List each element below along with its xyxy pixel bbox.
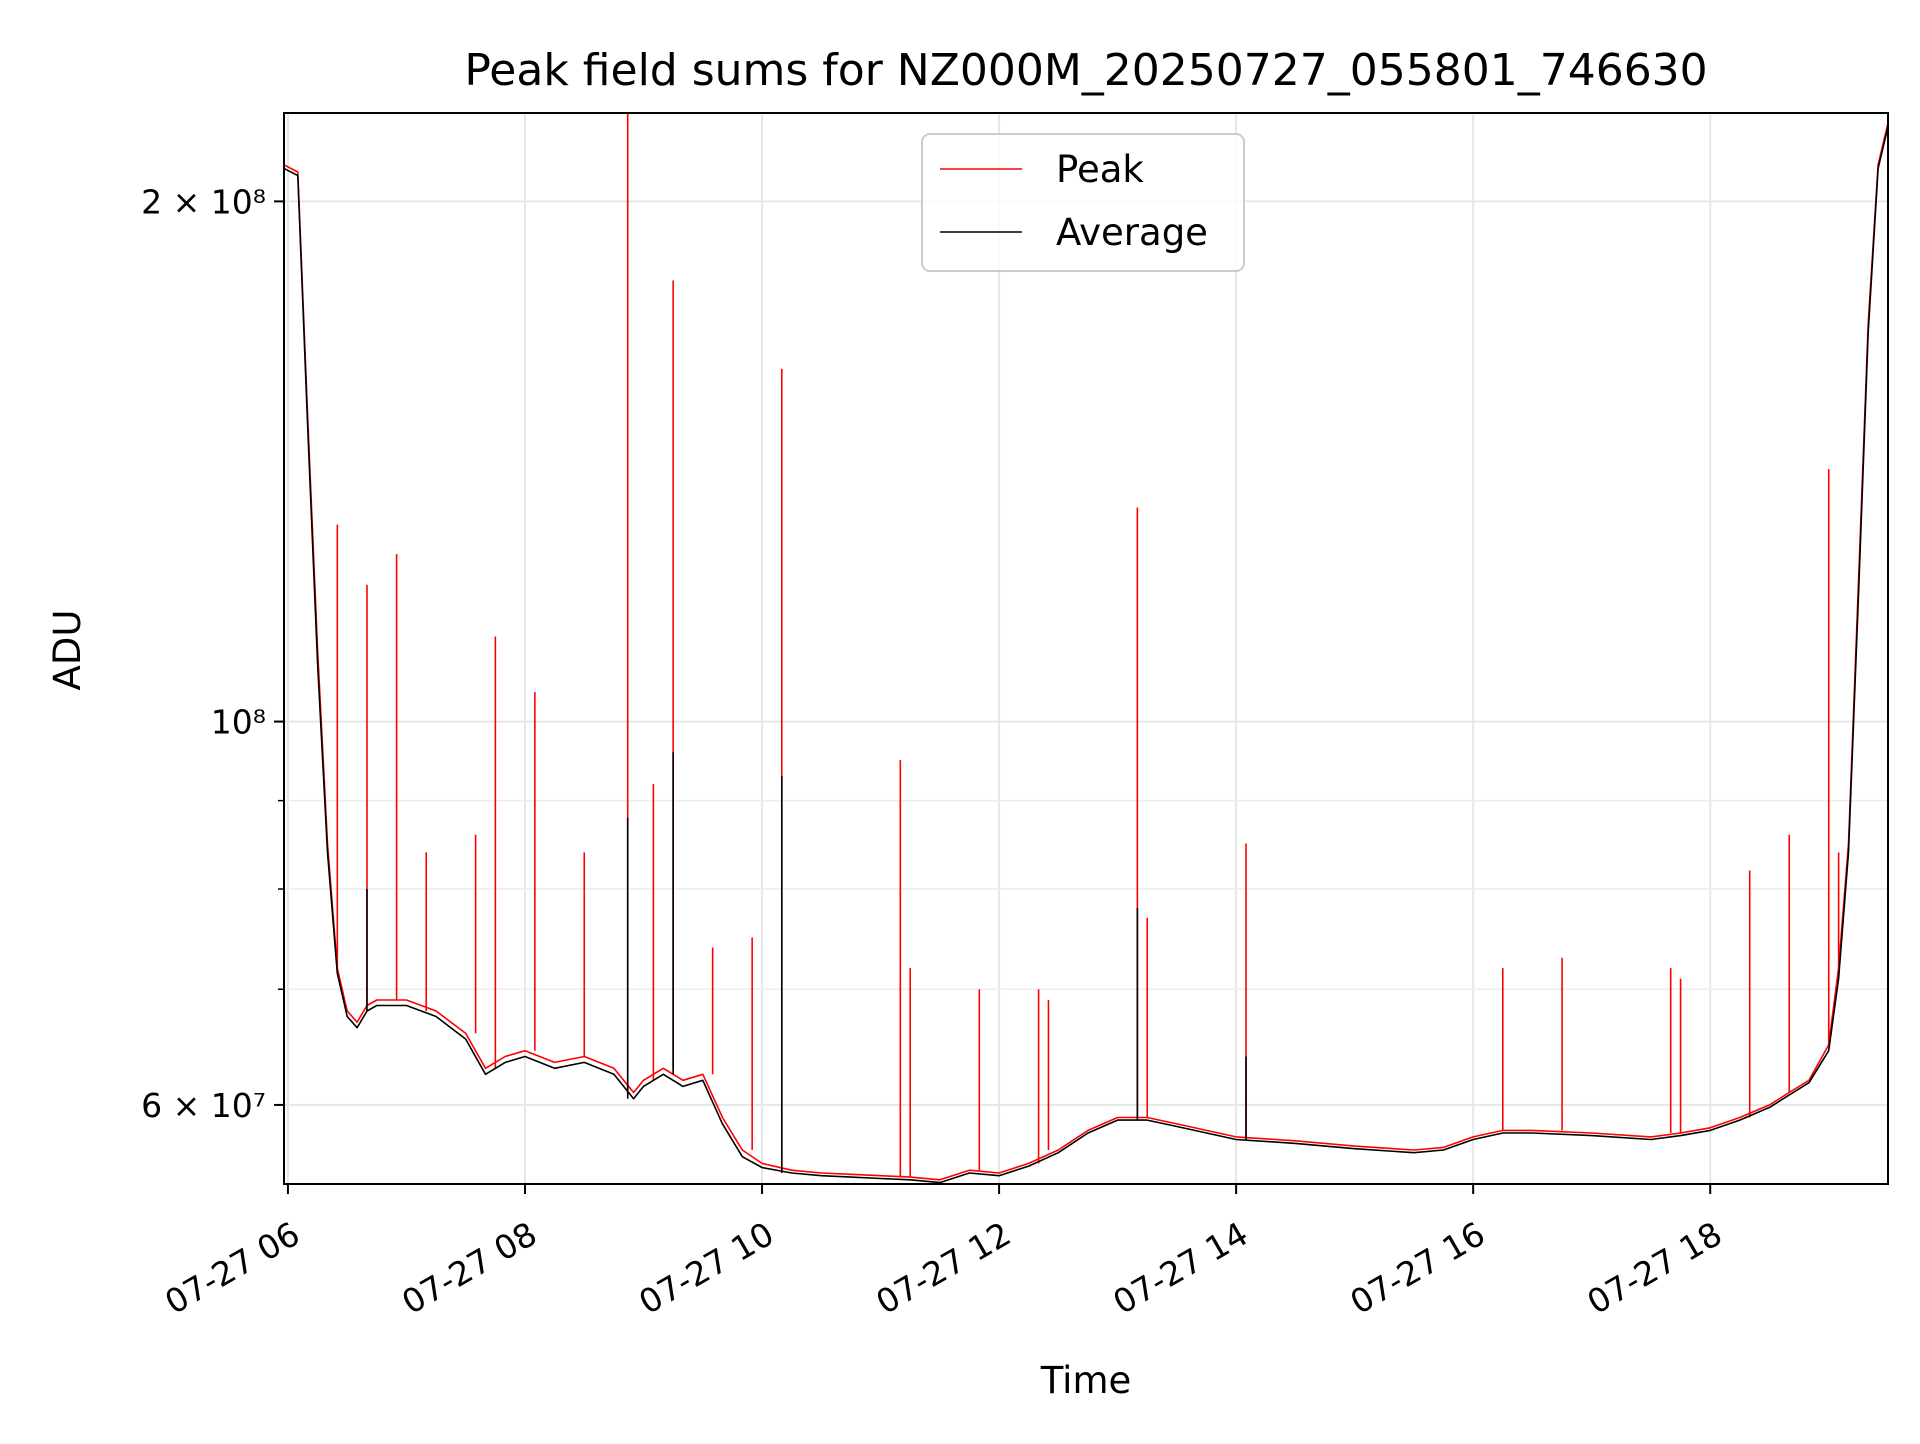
y-tick-label: 6 × 10⁷ [141, 1086, 266, 1125]
plot-frame [283, 112, 1889, 1185]
y-tick-label: 10⁸ [211, 703, 266, 742]
y-tick-label: 2 × 10⁸ [141, 182, 266, 221]
legend-label-peak: Peak [1056, 148, 1144, 191]
series-layer [283, 113, 1889, 1184]
series-peak-line [283, 122, 1889, 1181]
legend-label-average: Average [1056, 211, 1208, 254]
y-axis-ticks: 2 × 10⁸ 10⁸ 6 × 10⁷ [141, 182, 284, 1125]
chart-title: Peak field sums for NZ000M_20250727_0558… [464, 45, 1707, 96]
legend: Peak Average [921, 133, 1245, 272]
series-average-line [283, 126, 1889, 1184]
y-axis-label: ADU [46, 610, 89, 691]
series-average [283, 126, 1889, 1184]
grid [284, 113, 1888, 1184]
x-axis-label: Time [1040, 1359, 1132, 1402]
